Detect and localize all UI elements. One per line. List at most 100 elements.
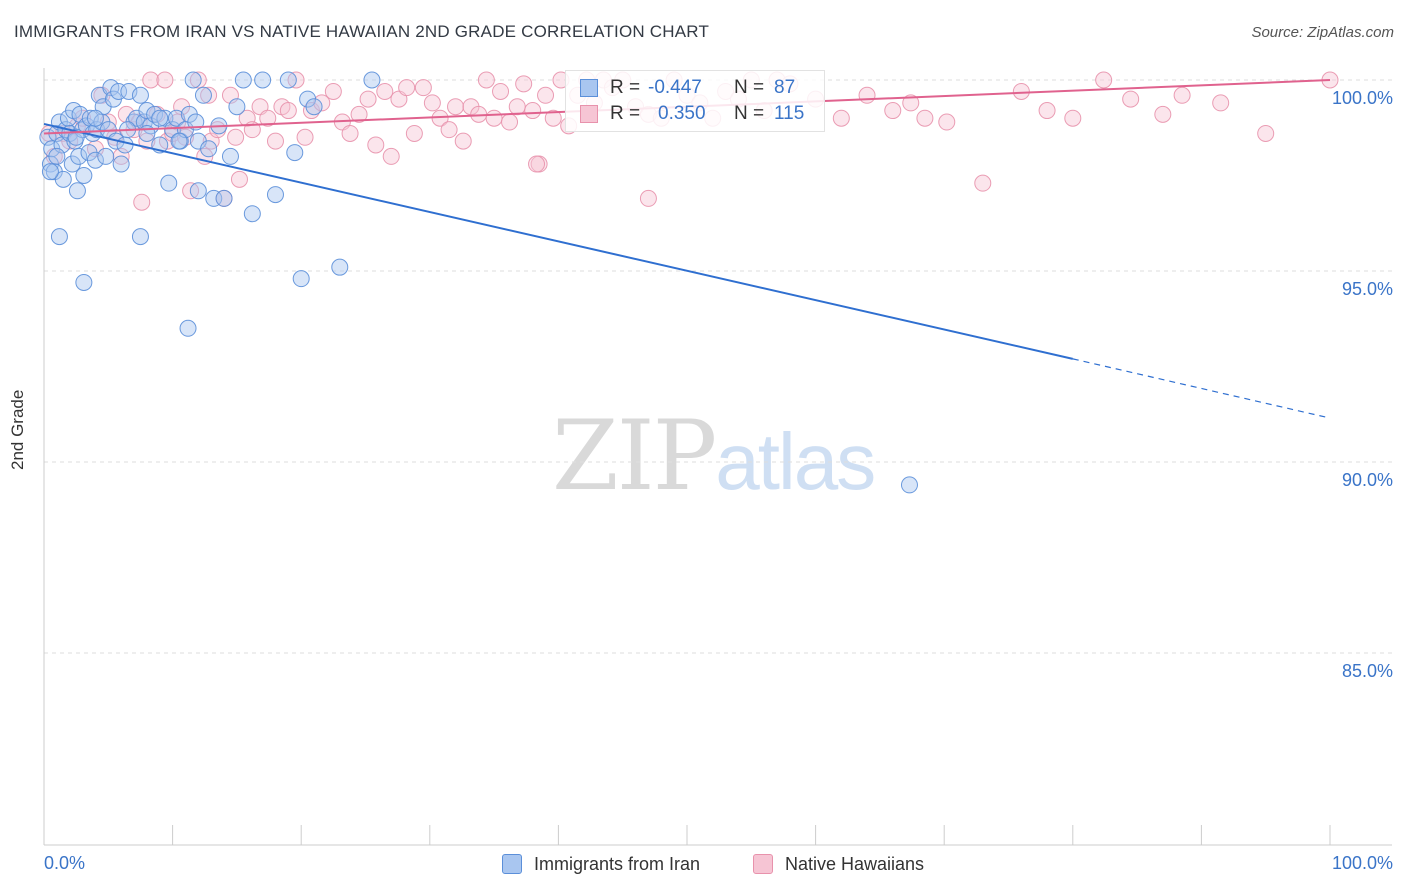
hawaiian-point: [398, 79, 416, 97]
iran-point: [279, 71, 297, 89]
stats-legend-row-hawaiian: R = 0.350 N = 115: [566, 101, 804, 127]
iran-point: [160, 174, 178, 192]
hawaiian-point: [1038, 102, 1056, 120]
hawaiian-point: [367, 136, 385, 154]
x-tick-label: 0.0%: [44, 853, 85, 873]
iran-point: [179, 319, 197, 337]
hawaiian-point: [501, 113, 519, 131]
hawaiian-point: [230, 170, 248, 188]
bottom-legend-label-iran: Immigrants from Iran: [534, 853, 701, 874]
iran-point: [110, 82, 128, 100]
iran-point: [243, 205, 261, 223]
hawaiian-point: [1012, 82, 1030, 100]
hawaiian-point: [341, 124, 359, 142]
bottom-legend-label-hawaiian: Native Hawaiians: [785, 853, 925, 874]
iran-trend-line: [43, 122, 1074, 360]
legend-r-label: R =: [610, 77, 641, 98]
hawaiian-point: [454, 132, 472, 150]
bottom-legend-iran: Immigrants from Iran: [502, 852, 700, 876]
hawaiian-point: [902, 94, 920, 112]
hawaiian-point: [515, 75, 533, 93]
legend-n-label: N =: [734, 103, 765, 124]
hawaiian-point: [279, 102, 297, 120]
hawaiian-point: [376, 82, 394, 100]
iran-point: [86, 109, 104, 127]
iran-point: [131, 86, 149, 104]
iran-point: [292, 270, 310, 288]
iran-point: [205, 189, 223, 207]
iran-point: [331, 258, 349, 276]
legend-r-label: R =: [610, 103, 641, 124]
bottom-legend-swatch-iran: [502, 854, 522, 874]
iran-point: [170, 132, 188, 150]
hawaiian-point: [200, 86, 218, 104]
hawaiian-point: [313, 94, 331, 112]
iran-point: [86, 151, 104, 169]
hawaiian-point: [639, 189, 657, 207]
hawaiian-point: [974, 174, 992, 192]
hawaiian-point: [884, 102, 902, 120]
iran-point: [131, 228, 149, 246]
hawaiian-point: [938, 113, 956, 131]
hawaiian-point: [1122, 90, 1140, 108]
iran-point: [48, 147, 66, 165]
iran-trend-extension: [1072, 358, 1331, 419]
hawaiian-point: [524, 102, 542, 120]
iran-point: [363, 71, 381, 89]
hawaiian-point: [133, 193, 151, 211]
hawaiian-point: [1154, 105, 1172, 123]
iran-point: [112, 155, 130, 173]
iran-point: [254, 71, 272, 89]
iran-point: [200, 140, 218, 158]
iran-point: [138, 124, 156, 142]
hawaiian-point: [477, 71, 495, 89]
legend-n-value: 87: [774, 77, 796, 98]
iran-point: [194, 86, 212, 104]
hawaiian-point: [544, 109, 562, 127]
hawaiian-point: [156, 71, 174, 89]
hawaiian-point: [440, 121, 458, 139]
legend-n-value: 115: [774, 103, 805, 124]
hawaiian-point: [492, 82, 510, 100]
iran-point: [151, 109, 169, 127]
hawaiian-point: [1095, 71, 1113, 89]
hawaiian-point: [1212, 94, 1230, 112]
hawaiian-point: [485, 109, 503, 127]
chart-source: Source: ZipAtlas.com: [1251, 24, 1394, 41]
iran-point: [167, 109, 185, 127]
hawaiian-point: [916, 109, 934, 127]
iran-point: [215, 189, 233, 207]
hawaiian-point: [189, 71, 207, 89]
hawaiian-point: [350, 105, 368, 123]
legend-r-value: -0.447: [648, 77, 702, 98]
hawaiian-point: [405, 124, 423, 142]
iran-point: [234, 71, 252, 89]
stats-legend-row-iran: R = -0.447 N = 87: [566, 75, 795, 101]
hawaiian-point: [382, 147, 400, 165]
iran-point: [50, 228, 68, 246]
legend-swatch-iran: [580, 79, 598, 97]
hawaiian-point: [858, 86, 876, 104]
iran-point: [75, 167, 93, 184]
iran-point: [70, 147, 88, 165]
y-tick-label: 85.0%: [1342, 661, 1393, 681]
hawaiian-point: [508, 98, 526, 116]
hawaiian-point: [324, 82, 342, 100]
hawaiian-point: [414, 79, 432, 97]
bottom-legend-swatch-hawaiian: [753, 854, 773, 874]
hawaiian-point: [1257, 124, 1275, 142]
iran-point: [228, 98, 246, 116]
bottom-legend-hawaiian: Native Hawaiians: [753, 852, 924, 876]
hawaiian-point: [266, 132, 284, 150]
iran-point: [184, 71, 202, 89]
legend-r-value: 0.350: [658, 103, 706, 124]
x-tick-label: 100.0%: [1332, 853, 1393, 873]
hawaiian-point: [528, 155, 546, 173]
hawaiian-point: [1173, 86, 1191, 104]
legend-swatch-hawaiian: [580, 105, 598, 123]
iran-point: [189, 182, 207, 200]
legend-n-label: N =: [734, 77, 765, 98]
iran-point: [41, 163, 59, 181]
